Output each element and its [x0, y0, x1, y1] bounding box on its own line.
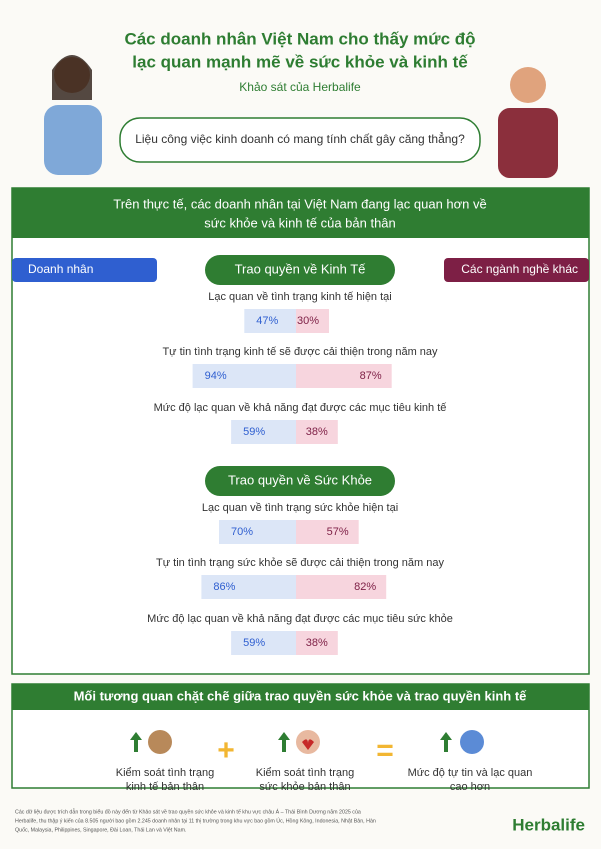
item-label: Lạc quan về tình trạng sức khỏe hiện tại — [202, 502, 398, 514]
section-pill — [205, 466, 395, 496]
bar-entrepreneurs — [231, 420, 296, 444]
value-entrepreneurs: 59% — [243, 426, 265, 438]
item-label: Lạc quan về tình trạng kinh tế hiện tại — [208, 291, 391, 303]
bar-others — [296, 631, 338, 655]
title: lạc quan mạnh mẽ về sức khỏe và kinh tế — [132, 52, 468, 71]
section-pill — [205, 255, 395, 285]
bar-others — [296, 364, 392, 388]
legend-left: Doanh nhân — [28, 262, 93, 276]
section-title: Trao quyền về Kinh Tế — [235, 261, 367, 276]
bar-entrepreneurs — [219, 520, 296, 544]
correlation-title: Mối tương quan chặt chẽ giữa trao quyền … — [74, 688, 528, 703]
question: Liệu công việc kinh doanh có mang tính c… — [135, 131, 465, 146]
correlation-item: sức khỏe bản thân — [259, 781, 350, 793]
value-entrepreneurs: 47% — [256, 315, 278, 327]
svg-text:=: = — [376, 734, 394, 767]
banner-text: sức khỏe và kinh tế của bản thân — [204, 215, 396, 230]
correlation-item: Kiểm soát tình trạng — [256, 767, 354, 779]
title: Các doanh nhân Việt Nam cho thấy mức độ — [124, 29, 475, 48]
value-entrepreneurs: 70% — [231, 526, 253, 538]
correlation-item: cao hơn — [450, 781, 490, 793]
correlation-item: Mức độ tự tin và lạc quan — [408, 767, 533, 779]
item-label: Tự tin tình trạng kinh tế sẽ được cải th… — [162, 346, 438, 358]
correlation-item: kinh tế bản thân — [126, 781, 204, 793]
bar-entrepreneurs — [231, 631, 296, 655]
value-entrepreneurs: 86% — [213, 581, 235, 593]
value-others: 38% — [306, 637, 328, 649]
brand: Herbalife — [512, 815, 585, 834]
bar-entrepreneurs — [192, 364, 296, 388]
value-entrepreneurs: 94% — [205, 370, 227, 382]
footnote: Các dữ liệu được trích dẫn trong biểu đồ… — [15, 808, 376, 833]
legend-right: Các ngành nghề khác — [461, 262, 578, 276]
correlation-icons: + = — [130, 730, 484, 767]
footnote-line: Quốc, Malaysia, Philippines, Singapore, … — [15, 827, 186, 833]
item-label: Mức độ lạc quan về khả năng đạt được các… — [147, 613, 453, 625]
bar-others — [296, 309, 329, 333]
correlation-header — [12, 684, 589, 710]
section-title: Trao quyền về Sức Khỏe — [228, 472, 372, 487]
footnote-line: Herbalife, thu thập ý kiến của 8.505 ngư… — [15, 817, 376, 824]
value-others: 30% — [297, 315, 319, 327]
value-entrepreneurs: 59% — [243, 637, 265, 649]
item-label: Tự tin tình trạng sức khỏe sẽ được cải t… — [156, 557, 444, 569]
item-label: Mức độ lạc quan về khả năng đạt được các… — [154, 402, 447, 414]
subtitle: Khảo sát của Herbalife — [239, 80, 361, 94]
bar-others — [296, 575, 387, 599]
value-others: 87% — [360, 370, 382, 382]
bar-entrepreneurs — [201, 575, 296, 599]
bar-others — [296, 520, 359, 544]
footnote-line: Các dữ liệu được trích dẫn trong biểu đồ… — [15, 808, 361, 815]
banner — [12, 188, 589, 238]
correlation-items: Kiểm soát tình trạng kinh tế bản thân Kiểm… — [116, 767, 533, 793]
legend-left-pill — [12, 258, 157, 282]
illustration — [44, 55, 558, 178]
bar-entrepreneurs — [244, 309, 296, 333]
comparison: Trao quyền về Kinh Tế Lạc quan về tình tr… — [147, 255, 453, 655]
correlation-item: Kiểm soát tình trạng — [116, 767, 214, 779]
value-others: 82% — [354, 581, 376, 593]
value-others: 38% — [306, 426, 328, 438]
banner-text: Trên thực tế, các doanh nhân tại Việt Na… — [113, 196, 487, 211]
question-bubble — [119, 117, 481, 163]
value-others: 57% — [327, 526, 349, 538]
bar-others — [296, 420, 338, 444]
svg-text:+: + — [217, 734, 235, 767]
legend-right-pill — [444, 258, 589, 282]
